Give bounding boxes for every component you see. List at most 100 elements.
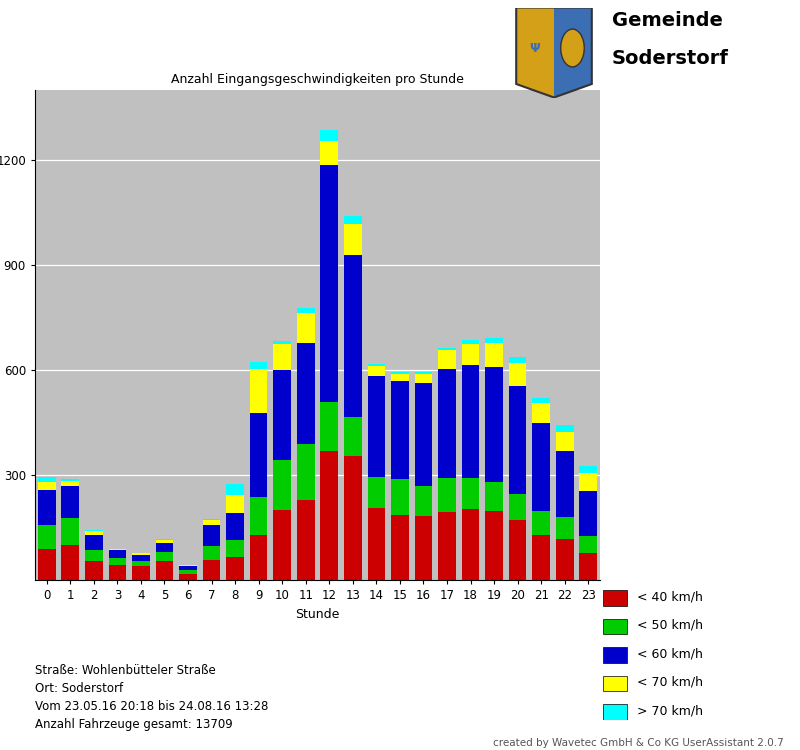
Bar xyxy=(38,477,55,482)
Bar xyxy=(438,478,456,512)
Bar xyxy=(226,494,244,513)
Bar xyxy=(156,552,174,561)
Bar xyxy=(274,340,291,344)
Bar xyxy=(250,362,267,368)
FancyBboxPatch shape xyxy=(603,590,627,605)
Bar xyxy=(321,141,338,165)
Bar xyxy=(226,513,244,541)
Bar xyxy=(414,383,432,485)
Bar xyxy=(179,570,197,574)
Bar xyxy=(509,363,526,386)
Bar xyxy=(462,344,479,365)
Bar xyxy=(438,369,456,478)
Bar xyxy=(367,364,385,366)
Bar xyxy=(321,402,338,451)
Bar xyxy=(509,520,526,580)
Bar xyxy=(297,500,314,580)
Bar xyxy=(250,413,267,497)
Polygon shape xyxy=(554,8,592,98)
Bar xyxy=(250,496,267,535)
Bar xyxy=(62,518,79,545)
Bar xyxy=(462,478,479,509)
Bar xyxy=(438,512,456,580)
Bar xyxy=(414,374,432,383)
Bar xyxy=(226,484,244,494)
Bar xyxy=(38,548,55,580)
Bar xyxy=(414,372,432,374)
Bar xyxy=(486,482,503,511)
Bar xyxy=(321,130,338,141)
Bar xyxy=(532,536,550,580)
Bar xyxy=(85,550,102,561)
Bar xyxy=(579,553,597,580)
Bar xyxy=(38,482,55,490)
Bar xyxy=(179,566,197,570)
Bar xyxy=(367,366,385,376)
Bar xyxy=(132,566,150,580)
Bar xyxy=(462,340,479,344)
FancyBboxPatch shape xyxy=(603,704,627,720)
Bar xyxy=(274,370,291,460)
Bar xyxy=(202,519,220,520)
Bar xyxy=(438,350,456,369)
Bar xyxy=(344,216,362,224)
Bar xyxy=(486,338,503,343)
Bar xyxy=(344,456,362,580)
Bar xyxy=(509,386,526,494)
Bar xyxy=(274,344,291,370)
Bar xyxy=(579,466,597,472)
Text: Ψ: Ψ xyxy=(530,41,540,55)
Bar xyxy=(486,343,503,367)
Bar xyxy=(462,365,479,478)
Bar xyxy=(391,380,409,479)
Text: < 40 km/h: < 40 km/h xyxy=(638,590,703,603)
Bar xyxy=(250,535,267,580)
Bar xyxy=(414,485,432,516)
Bar xyxy=(556,538,574,580)
Bar xyxy=(202,520,220,525)
Bar xyxy=(202,547,220,560)
Bar xyxy=(109,558,126,566)
Bar xyxy=(509,357,526,363)
Bar xyxy=(509,494,526,520)
Bar xyxy=(367,477,385,508)
Text: < 50 km/h: < 50 km/h xyxy=(638,619,703,632)
Bar xyxy=(132,554,150,555)
Bar xyxy=(109,550,126,558)
Bar xyxy=(579,472,597,491)
Bar xyxy=(109,566,126,580)
Bar xyxy=(274,460,291,510)
Bar xyxy=(85,561,102,580)
X-axis label: Stunde: Stunde xyxy=(295,608,340,620)
Bar xyxy=(367,509,385,580)
Bar xyxy=(274,510,291,580)
Bar xyxy=(391,479,409,515)
Bar xyxy=(532,512,550,536)
Bar xyxy=(321,165,338,402)
Bar xyxy=(202,525,220,547)
Bar xyxy=(532,423,550,512)
Bar xyxy=(438,348,456,350)
Bar xyxy=(486,367,503,482)
Bar xyxy=(556,425,574,432)
Bar xyxy=(62,479,79,481)
FancyBboxPatch shape xyxy=(603,676,627,692)
Bar xyxy=(367,376,385,477)
Text: Straße: Wohlenbütteler Straße
Ort: Soderstorf
Vom 23.05.16 20:18 bis 24.08.16 13: Straße: Wohlenbütteler Straße Ort: Soder… xyxy=(35,664,268,731)
Title: Anzahl Eingangsgeschwindigkeiten pro Stunde: Anzahl Eingangsgeschwindigkeiten pro Stu… xyxy=(171,73,464,86)
Bar xyxy=(321,451,338,580)
Bar xyxy=(156,542,174,552)
Bar xyxy=(179,574,197,580)
Text: Gemeinde: Gemeinde xyxy=(612,11,723,30)
Bar xyxy=(414,516,432,580)
Bar xyxy=(556,517,574,538)
Bar xyxy=(344,416,362,456)
Bar xyxy=(85,531,102,535)
Ellipse shape xyxy=(561,29,584,67)
Text: > 70 km/h: > 70 km/h xyxy=(638,704,703,718)
Bar xyxy=(391,374,409,380)
Bar xyxy=(132,561,150,566)
Text: < 60 km/h: < 60 km/h xyxy=(638,647,703,660)
Bar xyxy=(391,515,409,580)
Bar xyxy=(226,557,244,580)
